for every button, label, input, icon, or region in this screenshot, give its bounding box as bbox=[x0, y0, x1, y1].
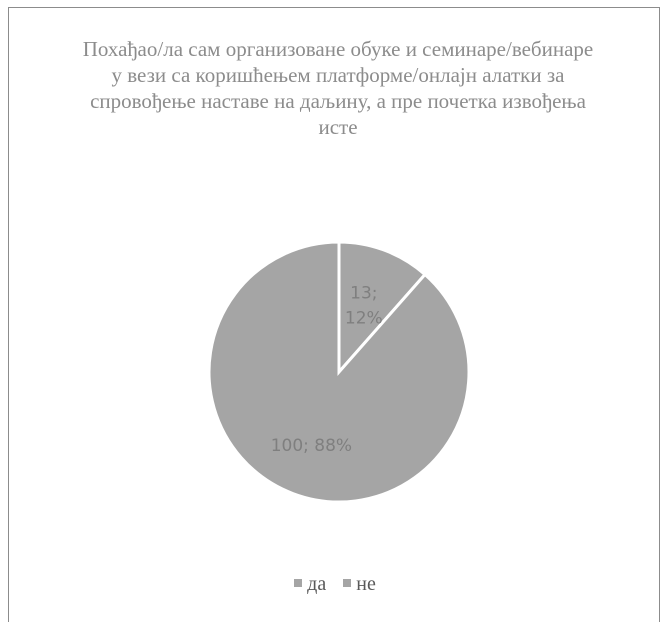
chart-area: Похађао/ла сам организоване обуке и семи… bbox=[8, 7, 660, 622]
chart-title: Похађао/ла сам организоване обуке и семи… bbox=[82, 37, 594, 139]
data-label-da: 13; 12% bbox=[345, 283, 383, 328]
legend-item-da: да bbox=[294, 573, 326, 596]
pie-chart: 13; 12% 100; 88% bbox=[207, 240, 471, 504]
legend: да не bbox=[9, 573, 661, 596]
legend-item-ne: не bbox=[343, 573, 376, 596]
legend-label-da: да bbox=[307, 573, 327, 595]
pie-slice-ne bbox=[207, 240, 471, 504]
pie-slice-da bbox=[337, 240, 428, 376]
legend-swatch-da bbox=[294, 579, 303, 587]
data-label-ne: 100; 88% bbox=[271, 436, 352, 456]
legend-label-ne: не bbox=[356, 573, 376, 595]
legend-swatch-ne bbox=[343, 579, 352, 587]
